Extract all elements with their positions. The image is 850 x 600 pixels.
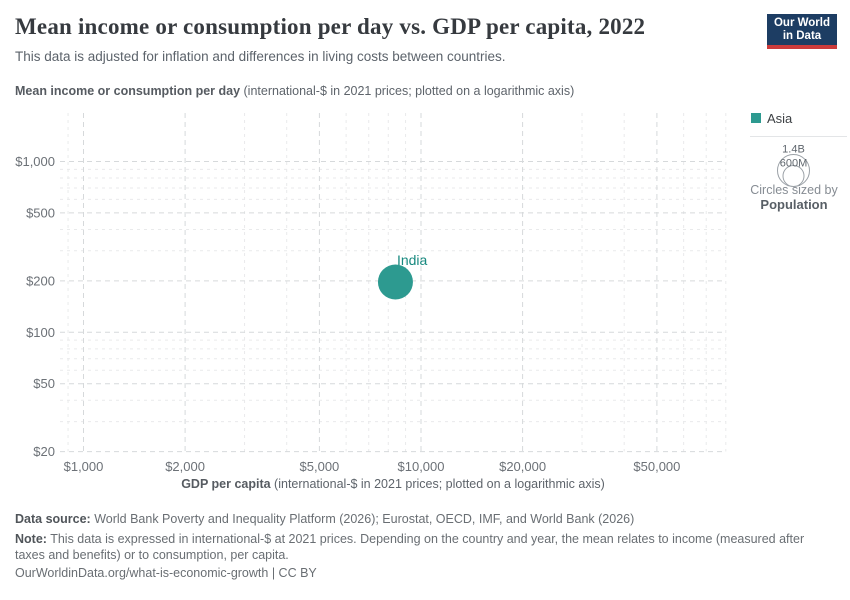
x-tick-label: $2,000 [165, 459, 205, 474]
scatter-plot: $20 $50 $100 $200 $500 $1,000 $1,000 $2,000 $5,0… [15, 113, 810, 474]
y-tick-label: $50 [33, 376, 55, 391]
y-axis-title-bold: Mean income or consumption per day [15, 84, 241, 98]
x-tick-label: $5,000 [300, 459, 340, 474]
y-tick-label: $200 [26, 273, 55, 288]
legend-item-asia[interactable]: Asia [751, 110, 792, 126]
y-axis-title-rest: (international-$ in 2021 prices; plotted… [240, 84, 575, 98]
data-point-india[interactable] [377, 264, 413, 300]
y-tick-label: $100 [26, 325, 55, 340]
owid-logo: Our World in Data [767, 14, 837, 49]
x-tick-label: $20,000 [499, 459, 546, 474]
data-source-text: World Bank Poverty and Inequality Platfo… [90, 512, 635, 526]
size-legend-inner-circle [782, 165, 805, 187]
y-axis-title: Mean income or consumption per day (inte… [15, 84, 574, 98]
page-title: Mean income or consumption per day vs. G… [15, 14, 646, 39]
size-legend-caption: Circles sized by [750, 183, 838, 197]
size-legend-caption-bold: Population [760, 197, 828, 212]
data-source-label: Data source: [15, 512, 91, 526]
owid-logo-line2: in Data [782, 29, 822, 42]
legend-divider [750, 136, 847, 137]
owid-logo-line1: Our World [773, 17, 830, 29]
x-tick-label: $10,000 [398, 459, 445, 474]
y-tick-label: $500 [26, 205, 55, 220]
note-text: This data is expressed in international-… [15, 532, 805, 562]
x-tick-label: $50,000 [633, 459, 680, 474]
footer-data-source: Data source: World Bank Poverty and Ineq… [15, 511, 837, 527]
legend-label-asia: Asia [767, 110, 793, 126]
chart-subtitle: This data is adjusted for inflation and … [15, 49, 506, 64]
x-axis-title-bold: GDP per capita [181, 477, 271, 491]
x-axis-title: GDP per capita (international-$ in 2021 … [60, 477, 726, 491]
footer-link-line: OurWorldinData.org/what-is-economic-grow… [15, 565, 837, 581]
x-tick-label: $1,000 [64, 459, 104, 474]
size-legend-inner-label: 600M [780, 158, 808, 170]
note-label: Note: [15, 532, 47, 546]
data-point-label-india: India [397, 252, 428, 268]
license-text: | CC BY [268, 566, 317, 580]
owid-url-link[interactable]: OurWorldinData.org/what-is-economic-grow… [15, 566, 269, 580]
y-tick-label: $20 [33, 444, 55, 459]
size-legend-outer-label: 1.4B [782, 144, 805, 156]
footer-note: Note: This data is expressed in internat… [15, 531, 837, 563]
y-tick-label: $1,000 [15, 154, 55, 169]
x-axis-title-rest: (international-$ in 2021 prices; plotted… [270, 477, 605, 491]
legend-swatch-asia [751, 113, 761, 123]
